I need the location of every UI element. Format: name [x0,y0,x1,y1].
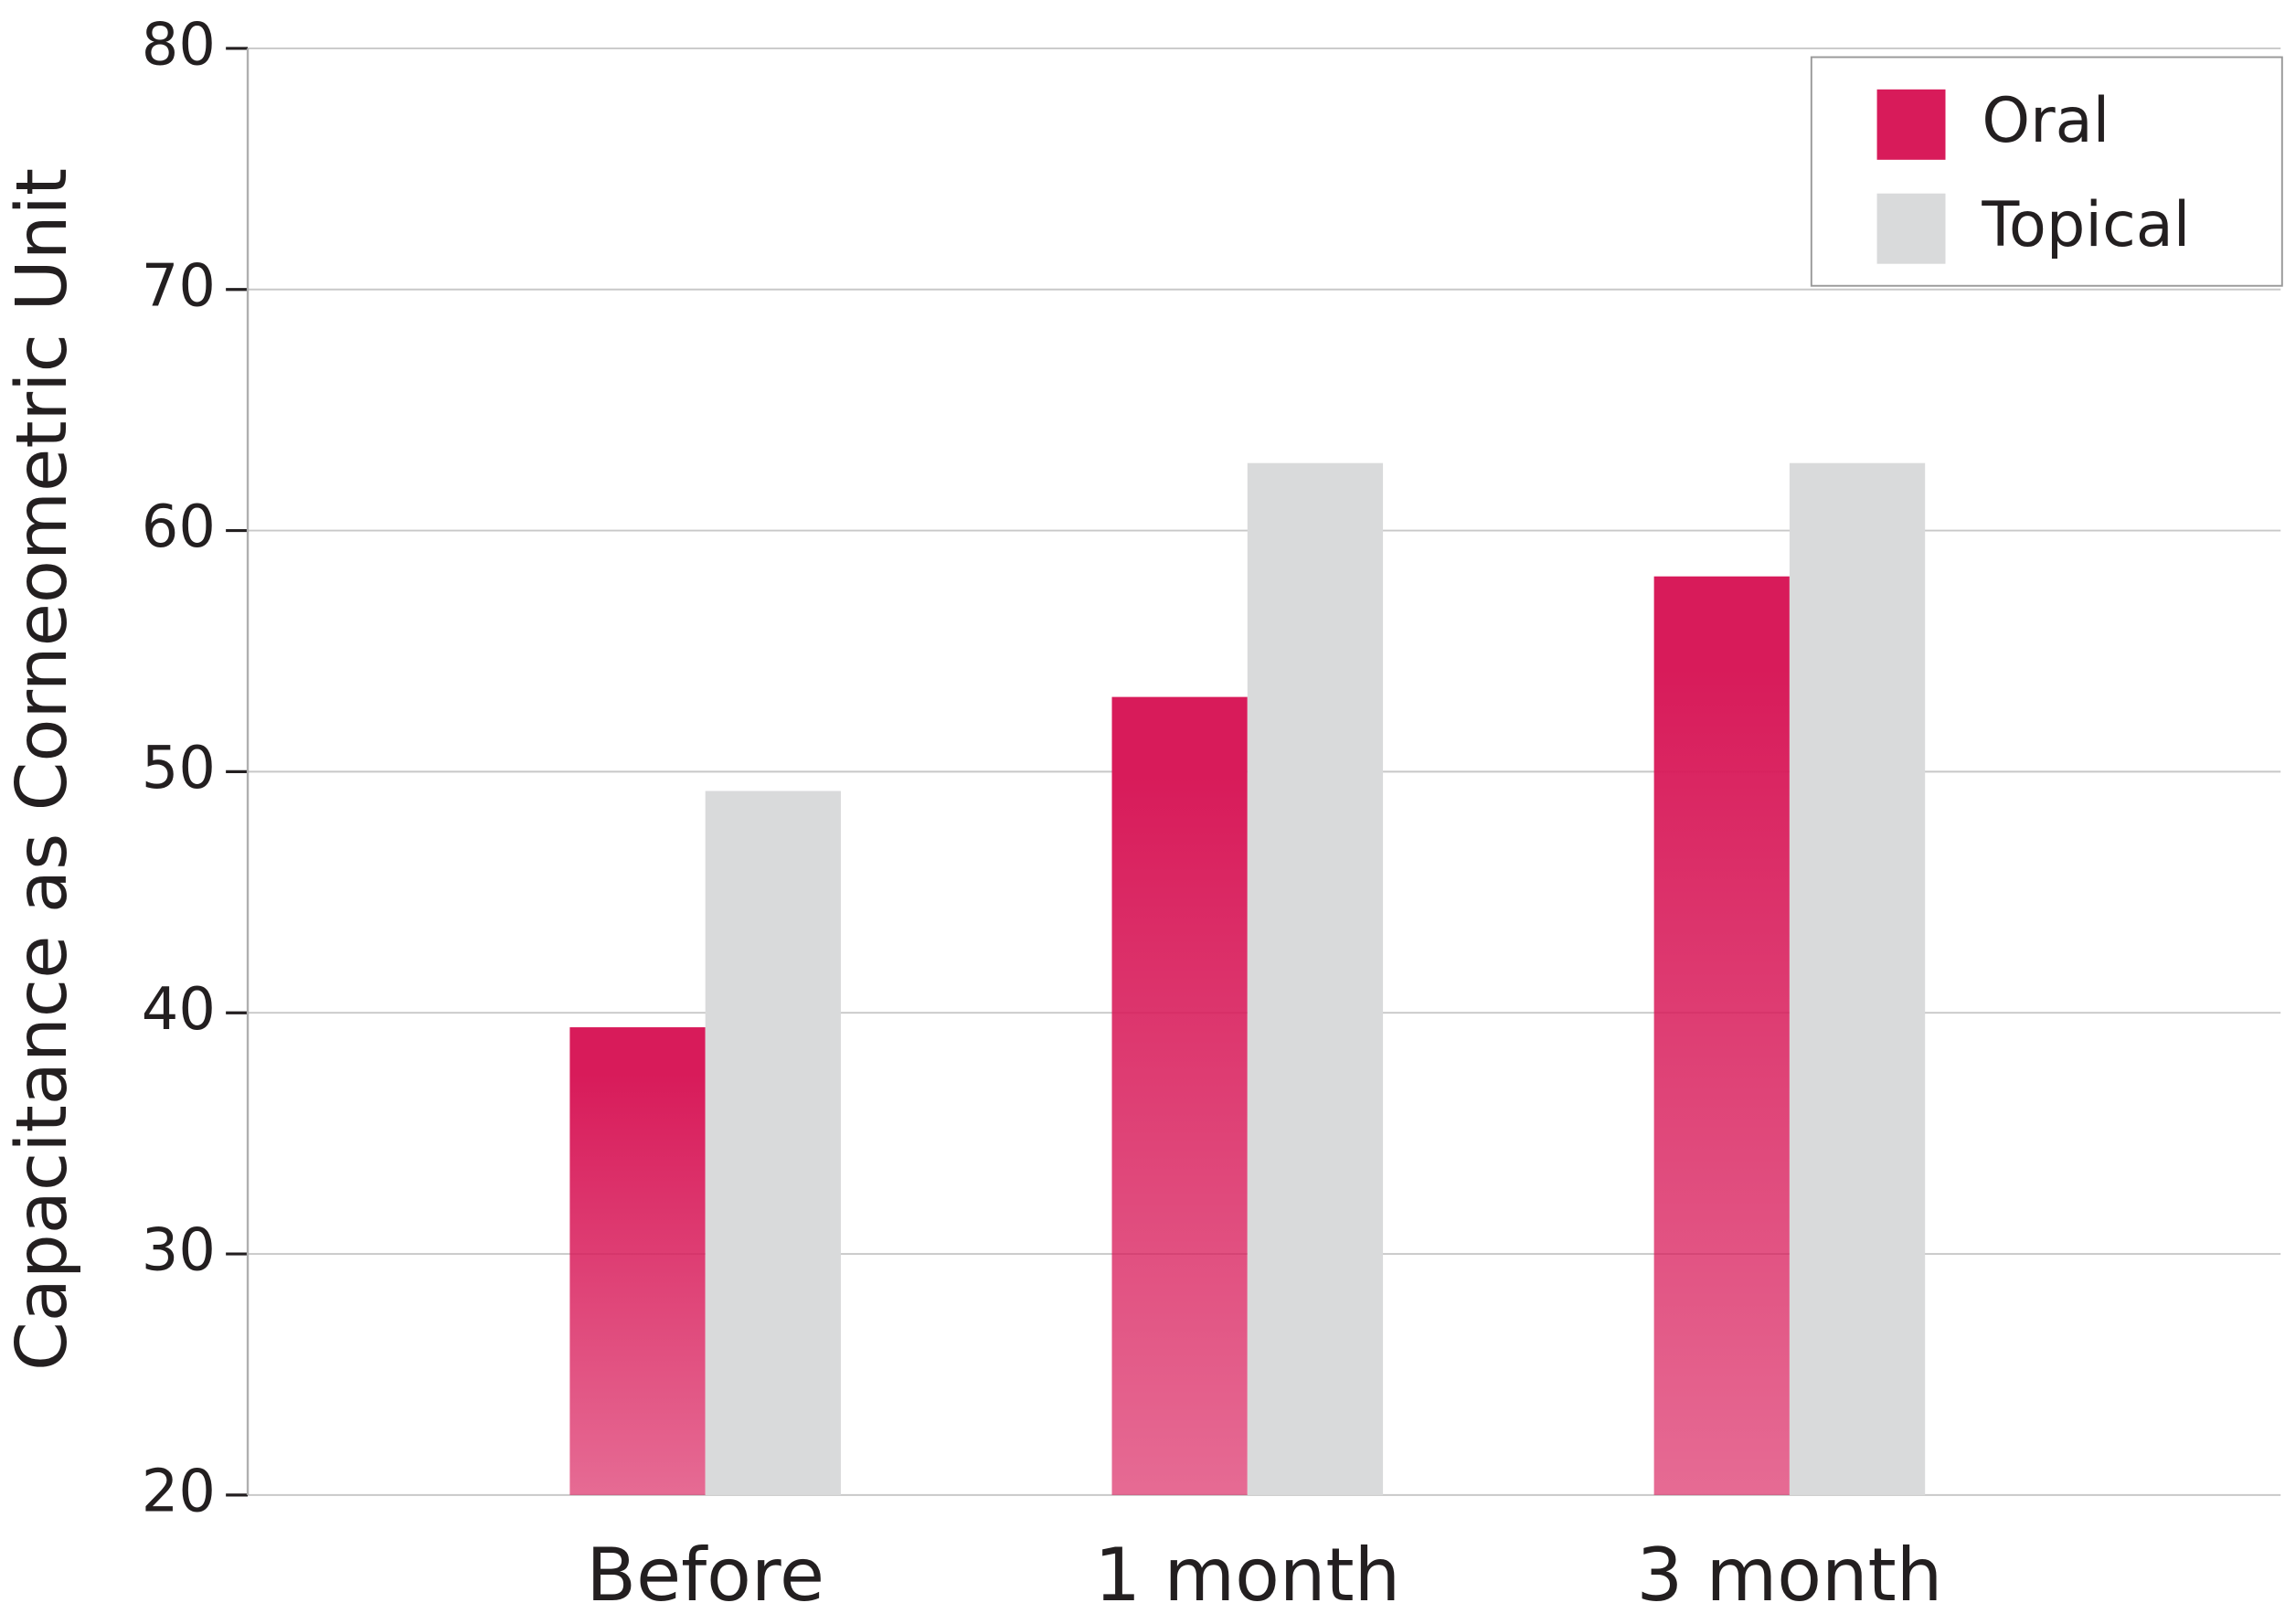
y-tick-label: 60 [142,494,216,561]
y-tick-label: 80 [142,11,216,79]
y-tick-label: 20 [142,1458,216,1525]
bar [1247,462,1384,1495]
x-tick-label: 1 month [1094,1533,1400,1618]
x-tick-label: Before [586,1533,824,1618]
bar [705,791,841,1495]
legend-label: Topical [1981,189,2190,260]
y-tick-label: 50 [142,735,216,802]
x-tick-label: 3 month [1637,1533,1943,1618]
y-tick-label: 30 [142,1217,216,1285]
bar [1653,576,1790,1495]
bar [1111,696,1248,1495]
legend-swatch [1876,89,1946,160]
bar [569,1027,706,1495]
y-tick-label: 70 [142,252,216,320]
bar [1789,462,1926,1495]
y-axis-label: Capacitance as Corneometric Unit [2,168,83,1371]
legend-label: Oral [1982,85,2110,156]
y-tick-label: 40 [142,976,216,1044]
legend-swatch [1876,193,1946,264]
